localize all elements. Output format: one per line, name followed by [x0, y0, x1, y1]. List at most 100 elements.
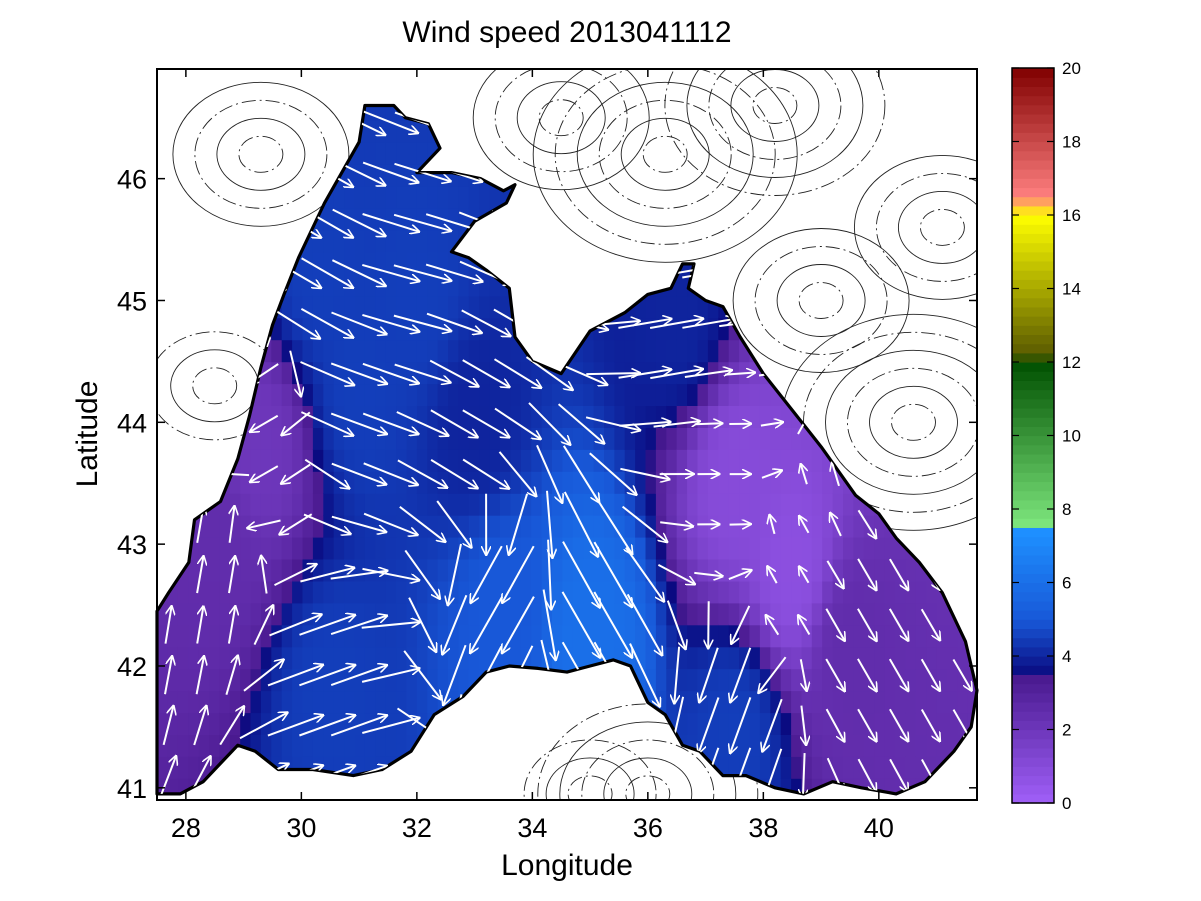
wind-speed-cell: [479, 339, 491, 363]
wind-speed-cell: [188, 734, 200, 757]
wind-speed-cell: [645, 536, 657, 560]
wind-speed-cell: [323, 317, 335, 341]
wind-speed-cell: [936, 624, 948, 648]
x-tick-label: 36: [633, 813, 663, 843]
wind-speed-cell: [396, 734, 408, 757]
wind-speed-cell: [344, 602, 356, 626]
wind-speed-cell: [718, 558, 730, 582]
colorbar-band: [1012, 766, 1054, 777]
wind-speed-cell: [364, 186, 377, 209]
wind-speed-cell: [177, 712, 189, 735]
wind-speed-cell: [884, 558, 896, 582]
wind-arrow: [267, 715, 323, 737]
wind-speed-cell: [687, 734, 699, 757]
wind-speed-cell: [396, 142, 408, 165]
wind-speed-cell: [198, 668, 210, 692]
wind-speed-cell: [427, 471, 439, 494]
colorbar-band: [1012, 68, 1054, 78]
wind-speed-cell: [635, 536, 647, 560]
wind-speed-cell: [687, 449, 699, 472]
colorbar-band: [1012, 674, 1054, 685]
wind-speed-cell: [780, 405, 792, 428]
wind-speed-cell: [531, 449, 543, 472]
wind-speed-cell: [687, 536, 699, 560]
wind-arrow: [436, 500, 471, 548]
wind-speed-cell: [811, 558, 823, 582]
wind-arrow: [404, 549, 440, 598]
wind-speed-cell: [874, 668, 886, 692]
wind-arrow: [429, 359, 478, 387]
wind-speed-cell: [281, 690, 293, 714]
wind-arrow: [397, 459, 447, 487]
wind-speed-cell: [739, 383, 751, 406]
wind-speed-cell: [302, 756, 314, 779]
wind-speed-cell: [915, 646, 927, 670]
wind-arrow: [393, 264, 452, 281]
wind-speed-cell: [863, 690, 875, 714]
wind-speed-cell: [718, 339, 730, 363]
wind-speed-cell: [354, 361, 366, 385]
wind-speed-cell: [448, 471, 460, 494]
wind-speed-cell: [801, 756, 813, 779]
colorbar-band: [1012, 793, 1054, 804]
wind-speed-cell: [479, 471, 491, 494]
wind-arrow: [801, 464, 807, 485]
wind-speed-cell: [801, 734, 813, 757]
wind-speed-cell: [448, 646, 460, 670]
wind-arrow: [589, 452, 637, 495]
wind-arrow: [230, 506, 235, 543]
wind-speed-cell: [458, 186, 470, 209]
wind-speed-cell: [416, 164, 429, 187]
colorbar-band: [1012, 426, 1054, 437]
wind-speed-cell: [468, 493, 480, 516]
wind-speed-cell: [718, 756, 730, 779]
wind-speed-cell: [562, 536, 574, 560]
land-contour: [554, 69, 776, 245]
wind-speed-cell: [240, 624, 252, 648]
wind-arrow: [442, 594, 468, 654]
wind-speed-cell: [593, 514, 605, 538]
colorbar-band: [1012, 435, 1054, 446]
wind-speed-cell: [520, 361, 532, 385]
wind-arrow: [301, 257, 354, 288]
wind-speed-cell: [396, 207, 408, 231]
wind-speed-cell: [489, 361, 501, 385]
wind-speed-cell: [375, 405, 387, 428]
wind-speed-cell: [448, 427, 460, 450]
wind-arrow: [760, 422, 783, 426]
wind-speed-cell: [687, 646, 699, 670]
wind-speed-cell: [853, 536, 865, 560]
wind-speed-cell: [593, 558, 605, 582]
wind-speed-cell: [364, 383, 377, 406]
wind-speed-cell: [385, 405, 397, 428]
wind-speed-cell: [655, 339, 668, 363]
wind-speed-cell: [915, 690, 927, 714]
wind-speed-cell: [676, 602, 688, 626]
wind-speed-cell: [572, 449, 584, 472]
wind-speed-cell: [832, 756, 844, 779]
wind-speed-cell: [240, 536, 252, 560]
colorbar-band: [1012, 610, 1054, 620]
wind-speed-cell: [832, 690, 844, 714]
wind-speed-cell: [167, 778, 179, 794]
wind-speed-cell: [770, 602, 782, 626]
wind-speed-cell: [385, 712, 397, 735]
wind-speed-cell: [604, 624, 616, 648]
colorbar-band: [1012, 463, 1054, 473]
wind-speed-cell: [666, 295, 678, 319]
colorbar-band: [1012, 297, 1054, 308]
colorbar-band: [1012, 637, 1054, 648]
wind-speed-cell: [728, 668, 740, 692]
wind-speed-cell: [448, 536, 460, 560]
wind-speed-cell: [354, 295, 366, 319]
wind-speed-cell: [687, 624, 699, 648]
wind-speed-cell: [157, 712, 169, 735]
wind-speed-cell: [157, 756, 169, 779]
wind-speed-cell: [593, 361, 605, 385]
colorbar-bands: [1012, 68, 1054, 804]
wind-speed-cell: [333, 383, 345, 406]
wind-speed-cell: [687, 361, 699, 385]
wind-arrow: [304, 458, 349, 489]
wind-speed-cell: [707, 558, 720, 582]
wind-speed-cell: [198, 734, 210, 757]
